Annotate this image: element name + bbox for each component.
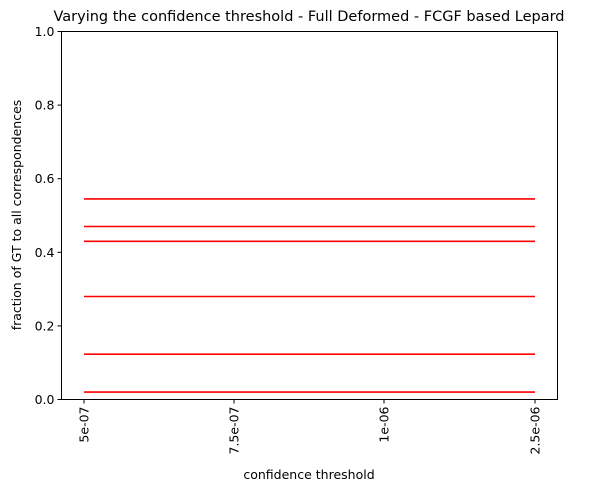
x-tick-label: 7.5e-07 [227,407,242,455]
y-axis-label: fraction of GT to all correspondences [9,100,24,331]
y-axis: 0.0 0.2 0.4 0.6 0.8 1.0 [35,24,62,407]
y-tick-label: 0.6 [35,171,55,186]
y-tick-label: 0.4 [35,245,55,260]
y-tick-label: 1.0 [35,24,55,39]
y-tick-label: 0.0 [35,392,55,407]
y-tick-label: 0.2 [35,318,55,333]
x-axis-label: confidence threshold [243,467,374,482]
x-axis: 5e-07 7.5e-07 1e-06 2.5e-06 [77,399,543,455]
y-tick-label: 0.8 [35,98,55,113]
plot-area [61,31,558,400]
x-tick-label: 2.5e-06 [528,406,543,454]
chart-title: Varying the confidence threshold - Full … [53,9,564,25]
series-layer [84,198,535,393]
x-tick-label: 5e-07 [77,407,92,443]
x-tick-label: 1e-06 [377,406,392,442]
